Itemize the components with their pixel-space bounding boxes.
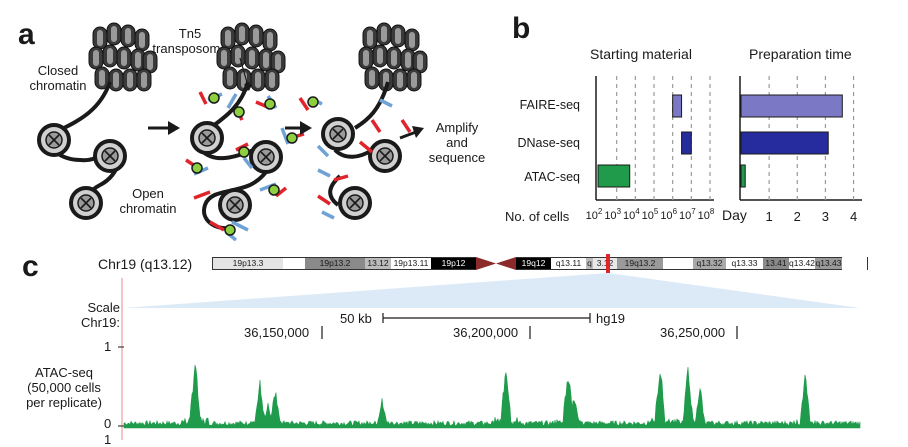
ideogram-band — [476, 257, 516, 270]
region-highlight — [606, 254, 610, 273]
row-label-faire: FAIRE-seq — [519, 98, 580, 112]
atac-signal — [123, 364, 861, 429]
scale-label-line1: Scale — [87, 300, 120, 315]
pt-tick-label: 4 — [850, 209, 857, 224]
track-label-line3: per replicate) — [26, 395, 102, 410]
amplify-label-line3: sequence — [428, 150, 486, 165]
ideogram-band — [283, 257, 305, 270]
sm-tick-label: 108 — [698, 207, 715, 222]
ideogram-band: 19p13.11 — [391, 257, 431, 270]
tn5-label: Tn5 transposome — [140, 26, 240, 56]
row-label-dnase: DNase-seq — [517, 136, 580, 150]
cells-axis-label: No. of cells — [505, 209, 570, 224]
coord-2: 36,200,000 — [453, 325, 519, 340]
sm-tick-label: 105 — [642, 207, 659, 222]
ideogram-band: q13.42 — [789, 257, 815, 270]
scale-bar-label: 50 kb — [340, 311, 372, 326]
tn5-label-line1: Tn5 — [178, 26, 202, 41]
assembly-label: hg19 — [596, 311, 625, 326]
track-tick-zero: 0 — [104, 416, 112, 431]
sm-bar-atac-seq — [597, 164, 631, 188]
panel-b-letter: b — [512, 12, 531, 45]
ideogram-band: 19q12 — [516, 257, 551, 270]
pt-bar-atac-seq — [740, 164, 746, 188]
ideogram-band: 13.41 — [763, 257, 789, 270]
amplify-label-line2: and — [446, 135, 468, 150]
ideogram-band — [663, 257, 693, 270]
sm-tick-label: 102 — [586, 207, 603, 222]
fragment-ends-step3 — [316, 98, 412, 220]
closed-chromatin-label: Closed chromatin — [22, 63, 94, 93]
day-axis-label: Day — [722, 207, 747, 223]
scale-label: Scale Chr19: — [70, 300, 120, 330]
coord-1: 36,150,000 — [244, 325, 310, 340]
pt-bar-dnase-seq — [740, 131, 829, 155]
track-label-line2: (50,000 cells — [27, 380, 101, 395]
open-chromatin-label: Open chromatin — [108, 186, 188, 216]
panel-a-letter: a — [18, 18, 35, 51]
ideogram-band: q13.43 — [815, 257, 842, 270]
panel-c-letter: c — [22, 250, 39, 283]
open-label-line1: Open — [132, 186, 164, 201]
sm-tick-label: 106 — [660, 207, 677, 222]
ideogram-band: 3.12 — [593, 257, 617, 270]
open-label-line2: chromatin — [119, 201, 177, 216]
coord-3: 36,250,000 — [660, 325, 726, 340]
ideogram-band: 19p13.2 — [305, 257, 365, 270]
row-label-atac: ATAC-seq — [524, 170, 580, 184]
pt-tick-label: 2 — [794, 209, 801, 224]
starting-material-title: Starting material — [590, 46, 692, 62]
sm-tick-label: 103 — [604, 207, 621, 222]
ideogram-band: q13.33 — [726, 257, 763, 270]
preparation-time-title: Preparation time — [749, 46, 852, 62]
track-label-line1: ATAC-seq — [34, 365, 94, 380]
pt-tick-label: 3 — [822, 209, 829, 224]
chromosome-ideogram: 19p13.3 19p13.2 13.12 19p13.11 19p12 19q12 q13… — [212, 257, 868, 270]
ideogram-band: q13.11 — [551, 257, 586, 270]
sm-bar-dnase-seq — [681, 131, 692, 155]
amplify-label: Amplify and sequence — [422, 120, 492, 165]
zoom-wedge — [124, 273, 860, 308]
ideogram-band: 19p12 — [431, 257, 476, 270]
arrow-1 — [148, 121, 180, 135]
ideogram-band: q13.32 — [693, 257, 726, 270]
ideogram-band: 19p13.3 — [213, 257, 283, 270]
track-label: ATAC-seq (50,000 cells per replicate) — [14, 365, 114, 410]
pt-bar-faire-seq — [740, 94, 843, 118]
ideogram-band: q — [586, 257, 593, 270]
arrow-3 — [399, 126, 424, 140]
ideogram-band: 19q13.2 — [617, 257, 663, 270]
ideogram-band: 13.12 — [365, 257, 391, 270]
arrow-2 — [285, 121, 312, 135]
closed-label-line1: Closed — [37, 63, 79, 78]
sm-bar-faire-seq — [672, 94, 683, 118]
track-tick-top: 1 — [104, 339, 112, 354]
scale-label-line2: Chr19: — [80, 315, 120, 330]
tn5-label-line2: transposome — [152, 41, 228, 56]
pt-tick-label: 1 — [766, 209, 773, 224]
closed-label-line2: chromatin — [29, 78, 87, 93]
sm-tick-label: 107 — [679, 207, 696, 222]
amplify-label-line1: Amplify — [435, 120, 479, 135]
sm-tick-label: 104 — [623, 207, 640, 222]
chrom-label: Chr19 (q13.12) — [98, 256, 193, 272]
tn5-pointer — [239, 57, 249, 87]
